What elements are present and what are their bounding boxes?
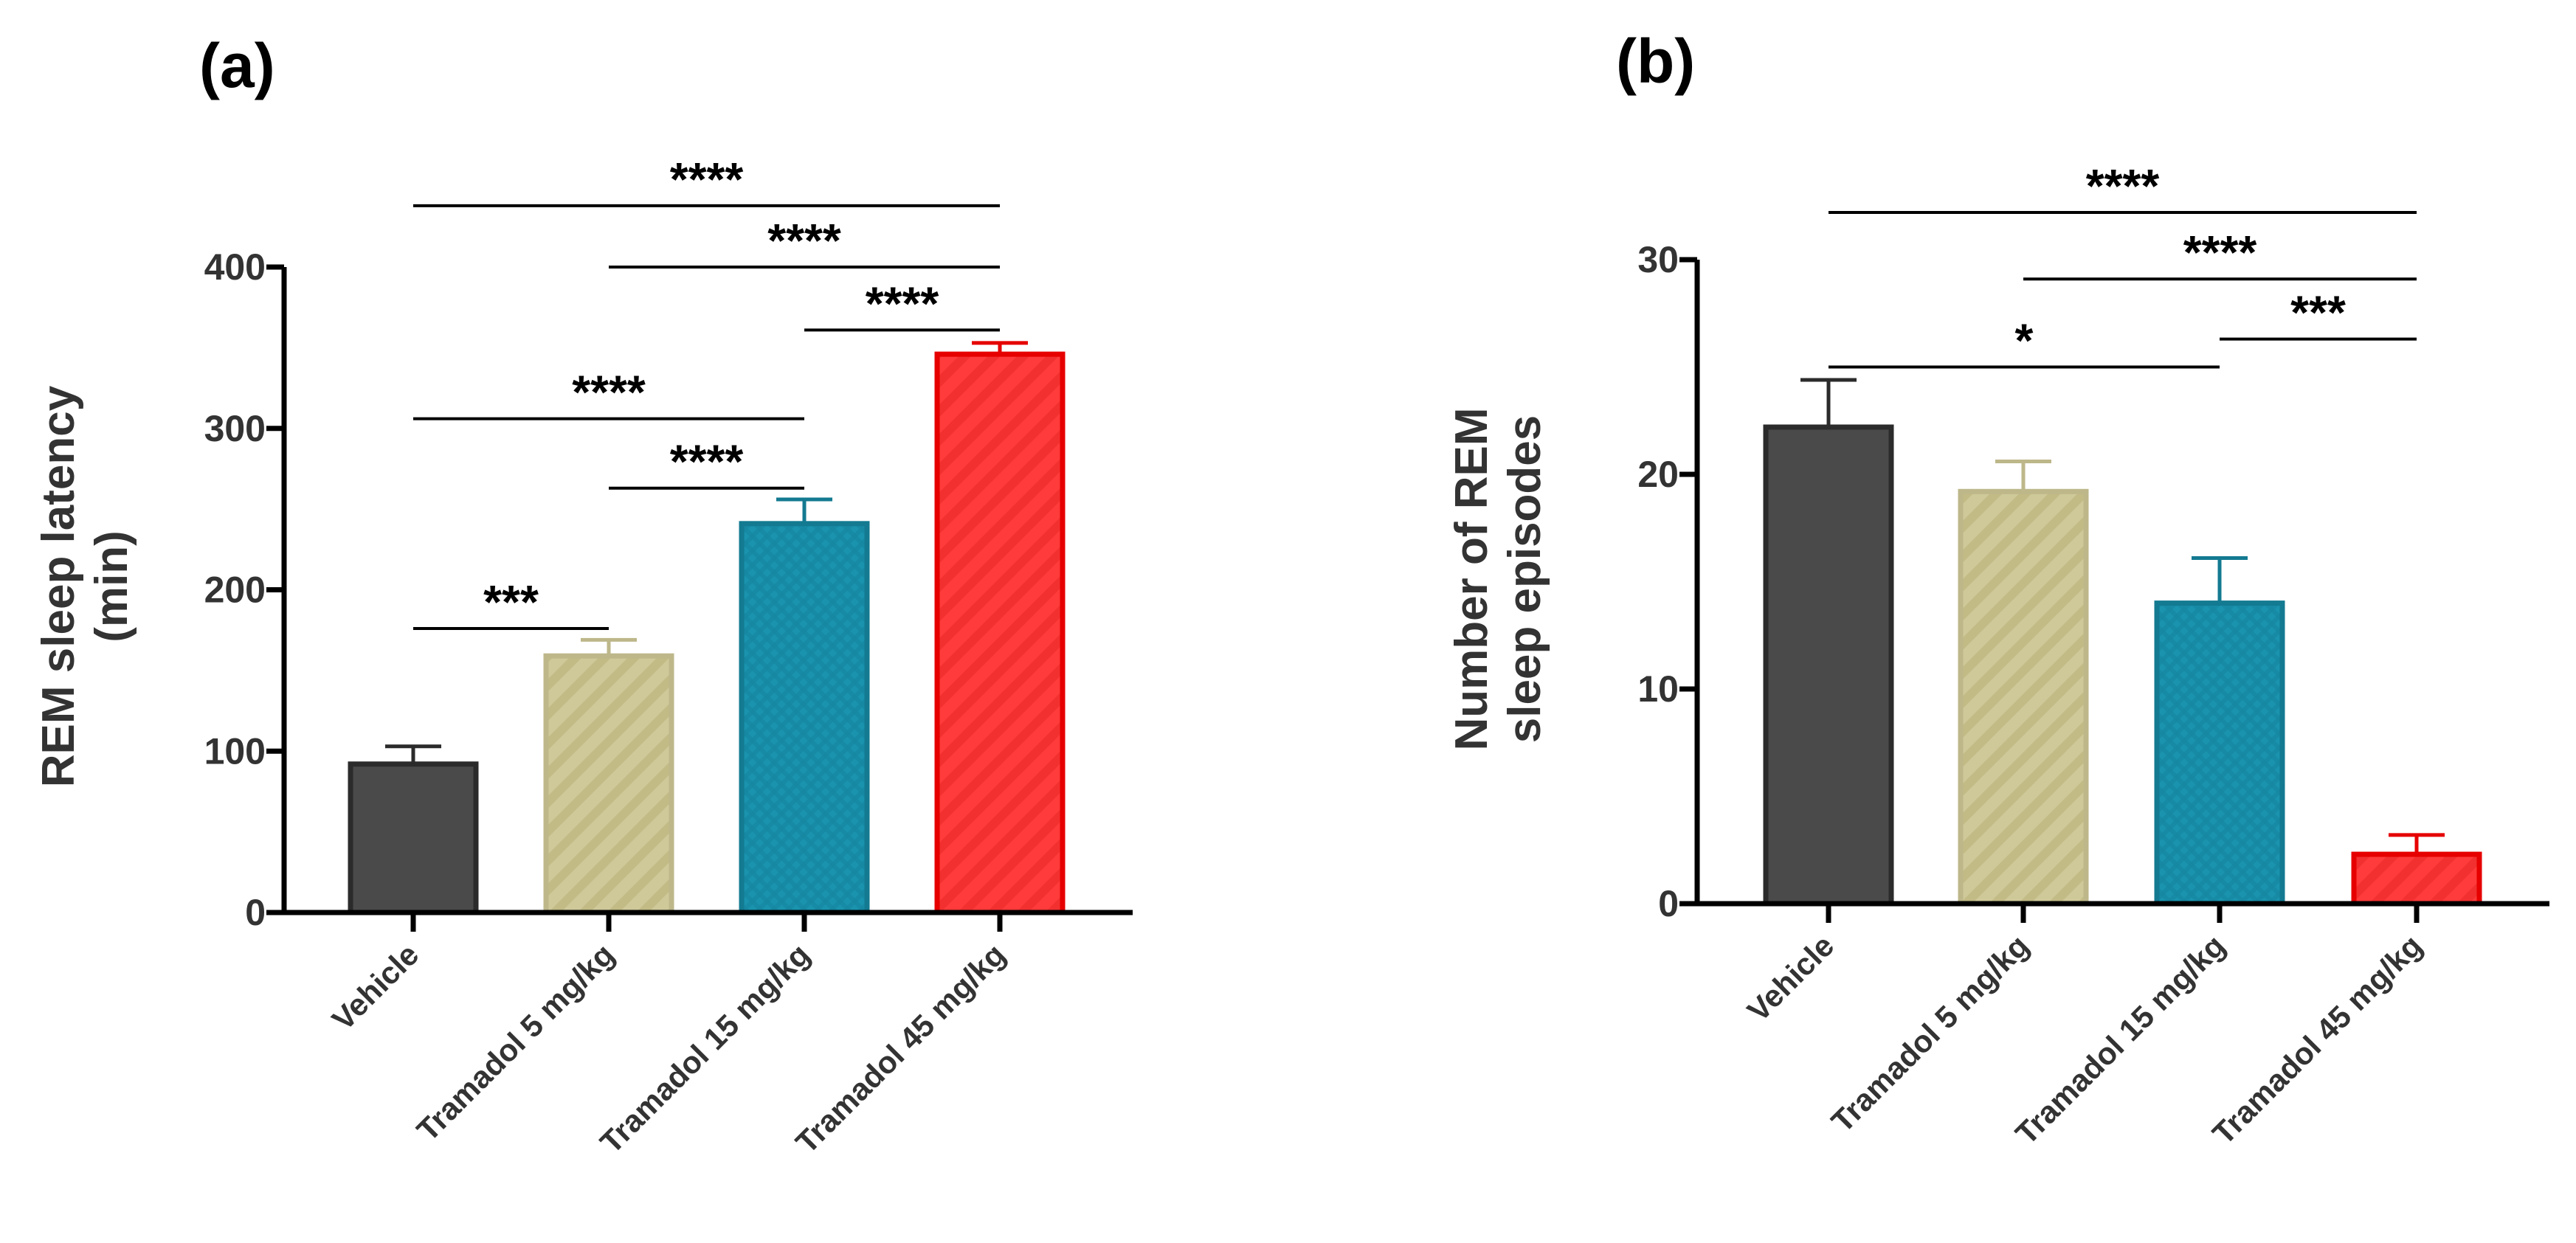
significance-label: **** — [866, 277, 939, 330]
significance-label: **** — [572, 366, 646, 419]
x-tick-label: Tramadol 15 mg/kg — [593, 937, 816, 1160]
y-axis-title-line2: sleep episodes — [1499, 415, 1550, 744]
panel-label-b: (b) — [1616, 27, 1695, 96]
bar — [2154, 600, 2285, 907]
y-tick-label: 0 — [1658, 883, 1679, 924]
y-tick-label: 20 — [1637, 454, 1679, 495]
y-tick-label: 10 — [1637, 668, 1679, 710]
x-tick-label: Tramadol 15 mg/kg — [2009, 928, 2231, 1151]
x-tick-label: Tramadol 5 mg/kg — [410, 937, 621, 1148]
x-tick-label: Vehicle — [325, 937, 426, 1037]
bar — [1958, 488, 2089, 907]
bar — [543, 653, 674, 915]
bar — [739, 521, 870, 915]
y-axis-title-line1: REM sleep latency — [33, 385, 84, 787]
bar — [2351, 851, 2482, 907]
y-axis-title-line2: (min) — [86, 530, 137, 643]
significance-label: **** — [670, 153, 744, 206]
panel-label-a: (a) — [199, 31, 275, 100]
y-axis-title-b: Number of REM sleep episodes — [1446, 408, 1550, 751]
significance-label: **** — [670, 435, 744, 488]
significance-label: **** — [767, 214, 841, 267]
y-tick-label: 100 — [204, 730, 266, 772]
bar — [348, 761, 479, 915]
significance-label: **** — [2086, 159, 2160, 212]
y-axis-title-a: REM sleep latency (min) — [33, 385, 137, 787]
significance-label: **** — [2183, 226, 2257, 279]
y-tick-label: 300 — [204, 408, 266, 449]
bar — [1763, 424, 1894, 907]
panel-a-chart: (a) REM sleep latency (min) 0 100 200 300 40… — [33, 31, 1133, 1160]
y-tick-label: 200 — [204, 569, 266, 611]
x-tick-label: Tramadol 5 mg/kg — [1825, 928, 2036, 1139]
significance-label: * — [2015, 314, 2034, 367]
y-tick-label: 0 — [245, 892, 266, 933]
x-tick-label: Tramadol 45 mg/kg — [2206, 928, 2428, 1151]
y-tick-label: 30 — [1637, 239, 1679, 280]
significance-label: *** — [483, 575, 539, 629]
panel-b-chart: (b) Number of REM sleep episodes 0 10 20 30… — [1446, 27, 2549, 1151]
x-tick-label: Tramadol 45 mg/kg — [789, 937, 1012, 1160]
y-tick-label: 400 — [204, 246, 266, 288]
y-axis-title-line1: Number of REM — [1446, 408, 1497, 751]
x-tick-label: Vehicle — [1741, 928, 1841, 1028]
significance-label: *** — [2290, 286, 2346, 339]
bar — [934, 351, 1066, 915]
